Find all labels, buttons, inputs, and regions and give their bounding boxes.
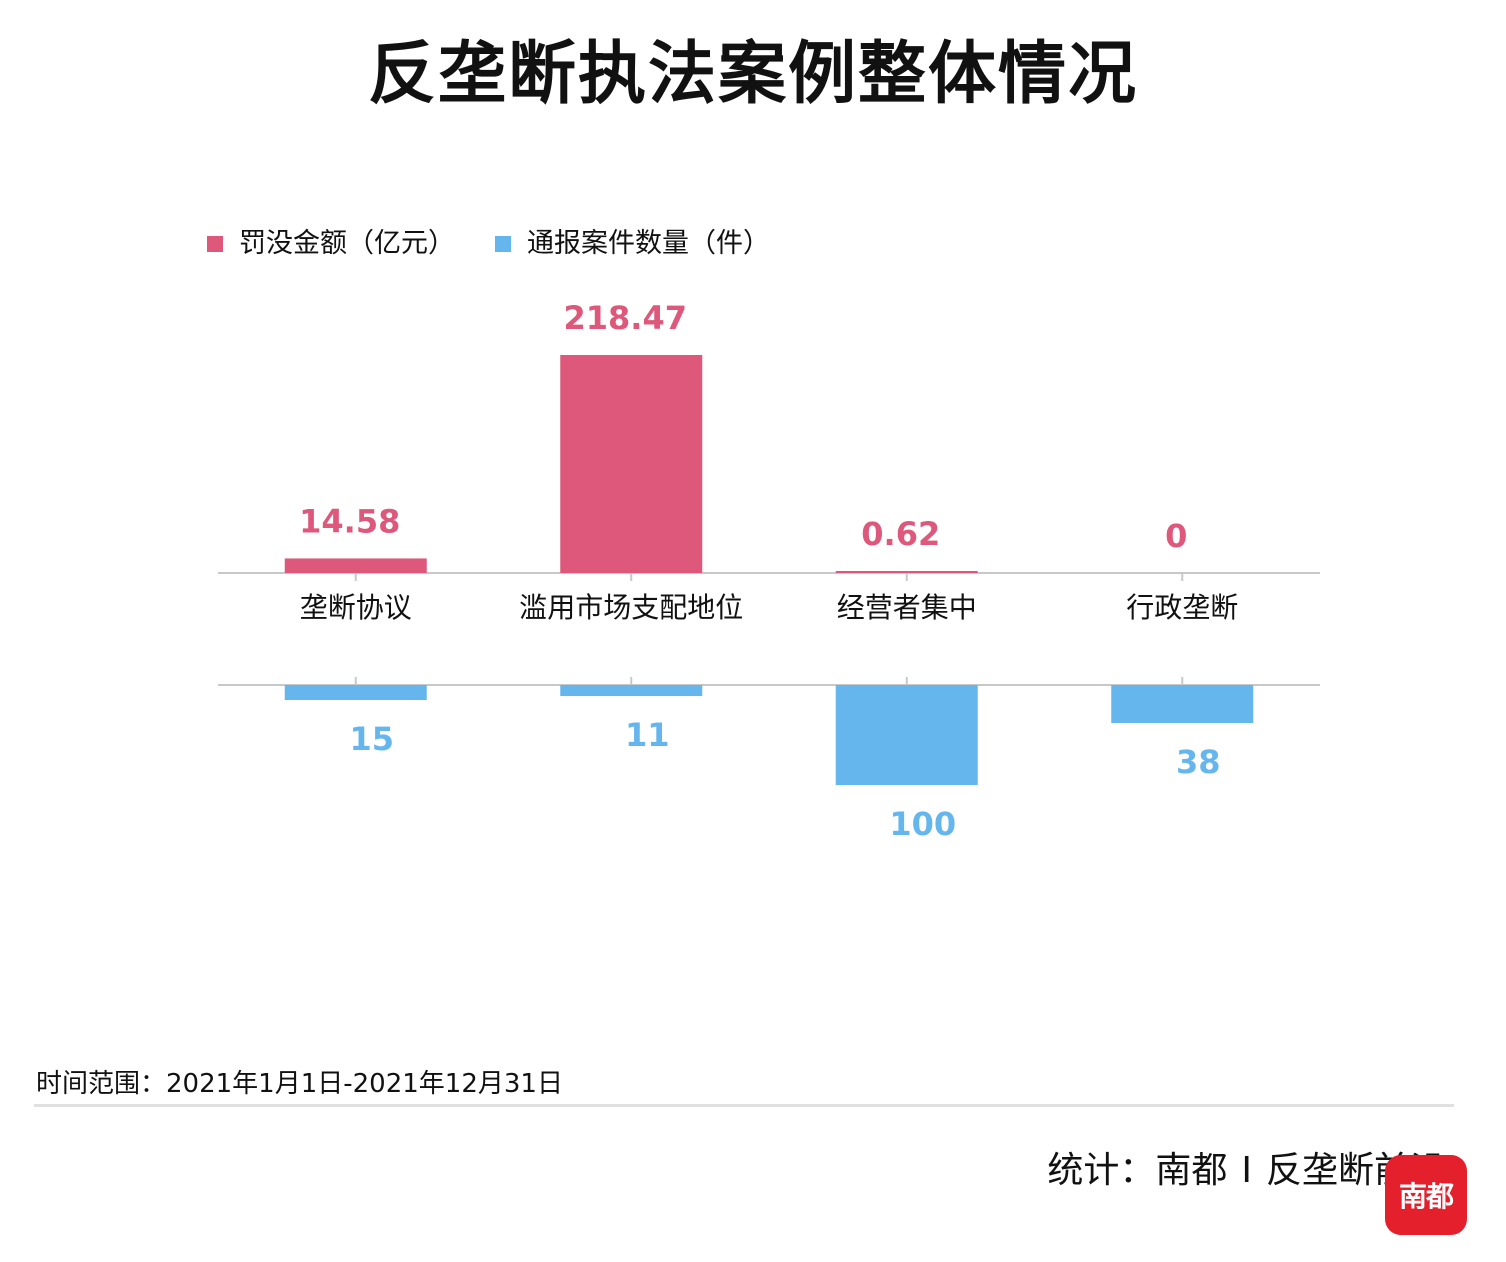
footer-divider — [34, 1104, 1454, 1107]
bar-amount — [284, 558, 427, 573]
category-label: 行政垄断 — [1126, 591, 1238, 624]
data-label-cases: 38 — [1176, 743, 1221, 781]
category-label: 垄断协议 — [300, 591, 412, 624]
chart-title: 反垄断执法案例整体情况 — [367, 35, 1138, 114]
nandu-logo: 南都 — [1385, 1155, 1467, 1235]
data-label-amount: 218.47 — [564, 299, 687, 337]
credit-separator: I — [1241, 1150, 1252, 1191]
legend-swatch-amount — [207, 236, 223, 252]
time-range: 时间范围：2021年1月1日-2021年12月31日 — [36, 1069, 563, 1099]
chart-svg: 14.58 垄断协议 15 218.47 滥用市场支配地位 11 0.62 经营者集中 100 0… — [218, 299, 1320, 843]
bar-amount — [560, 355, 703, 573]
category-label: 经营者集中 — [837, 591, 977, 624]
credit-prefix: 统计：南都 — [1047, 1150, 1228, 1191]
category-label: 滥用市场支配地位 — [519, 591, 743, 624]
legend-label-amount: 罚没金额（亿元） — [239, 228, 455, 259]
data-label-cases: 15 — [349, 720, 394, 758]
legend: 罚没金额（亿元） 通报案件数量（件） — [207, 224, 810, 264]
data-label-amount: 0.62 — [861, 515, 940, 553]
bar-cases — [835, 685, 978, 785]
bar-cases — [284, 685, 427, 700]
data-label-cases: 11 — [625, 716, 670, 754]
legend-item-amount: 罚没金额（亿元） — [207, 224, 455, 264]
bar-amount — [835, 571, 978, 573]
data-label-amount: 0 — [1165, 517, 1187, 555]
legend-item-cases: 通报案件数量（件） — [495, 224, 770, 264]
bar-cases — [1111, 685, 1254, 723]
data-label-cases: 100 — [889, 805, 956, 843]
data-label-amount: 14.58 — [299, 502, 400, 540]
legend-label-cases: 通报案件数量（件） — [527, 228, 770, 259]
bar-cases — [560, 685, 703, 696]
legend-swatch-cases — [495, 236, 511, 252]
